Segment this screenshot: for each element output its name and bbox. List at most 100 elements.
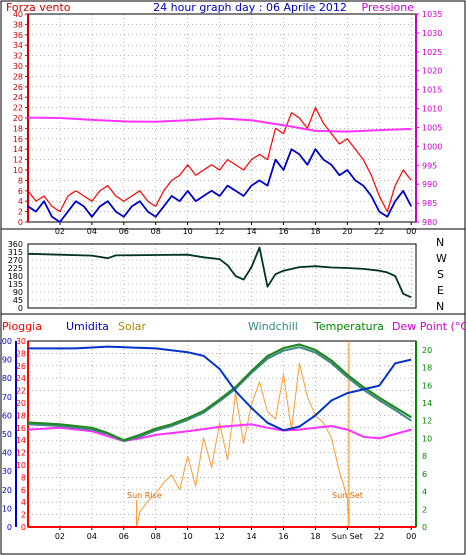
panel3-xtick-label: 12	[215, 532, 225, 541]
humidity-tick-label: 90	[2, 356, 12, 365]
humidity-series-line	[28, 345, 412, 432]
panel3-xtick-label: 00	[406, 532, 416, 541]
panel2-left-tick-label: 180	[8, 272, 23, 281]
panel1-left-tick-label: 2	[18, 208, 23, 217]
rain-tick-label: 12	[16, 449, 26, 458]
panel1-left-tick-label: 32	[13, 52, 23, 61]
panel2-left-tick-label: 135	[8, 280, 23, 289]
solar-label: Solar	[118, 320, 147, 333]
panel1-left-tick-label: 20	[13, 114, 23, 123]
temperature-tick-label: 12	[422, 417, 432, 426]
panel1-left-tick-label: 10	[13, 166, 23, 175]
panel2-frame	[27, 243, 417, 309]
panel1-left-tick-label: 40	[13, 10, 23, 19]
temperature-tick-label: 4	[422, 488, 427, 497]
rain-label: Pioggia	[2, 320, 42, 333]
humidity-tick-label: 10	[2, 504, 12, 513]
panel1-left-tick-label: 34	[13, 41, 23, 50]
panel2-left-tick-label: 225	[8, 264, 23, 273]
temperature-tick-label: 2	[422, 505, 427, 514]
panel2-left-tick-label: 360	[8, 240, 23, 249]
panel1-xtick-label: 10	[183, 227, 193, 236]
panel1-right-tick-label: 980	[422, 218, 437, 227]
panel2-left-tick-label: 45	[13, 296, 23, 305]
wind-direction-series-line	[27, 246, 412, 299]
rain-tick-label: 6	[21, 486, 26, 495]
panel2-left-tick-label: 90	[13, 288, 23, 297]
panel1-left-label: Forza vento	[6, 1, 71, 14]
panel2-left-tick-label: 270	[8, 256, 23, 265]
plot-layer: 0246810121416182022242628303234363840980…	[0, 10, 442, 541]
compass-label-n-bottom: N	[436, 300, 444, 313]
panel3-xtick-label: 18	[310, 532, 320, 541]
panel1-right-tick-label: 995	[422, 161, 437, 170]
panel1-left-tick-label: 36	[13, 31, 23, 40]
humidity-tick-label: 60	[2, 411, 12, 420]
rain-tick-label: 16	[16, 424, 26, 433]
panel1-xtick-label: 14	[246, 227, 256, 236]
humidity-tick-label: 70	[2, 393, 12, 402]
panel1-xtick-label: 12	[215, 227, 225, 236]
temperature-label: Temperatura	[313, 320, 384, 333]
temperature-tick-label: 10	[422, 434, 432, 443]
sunrise-annotation: Sun Rise	[127, 491, 162, 500]
panel3-xtick-label: 06	[119, 532, 129, 541]
humidity-tick-label: 50	[2, 430, 12, 439]
pressure-series-line	[27, 116, 412, 133]
panel1-xtick-label: 22	[374, 227, 384, 236]
rain-tick-label: 30	[16, 337, 26, 346]
compass-label-e: E	[437, 284, 444, 297]
temperature-tick-label: 18	[422, 364, 432, 373]
rain-tick-label: 0	[21, 523, 26, 532]
panel1-right-tick-label: 1025	[422, 48, 442, 57]
panel1-left-tick-label: 26	[13, 83, 23, 92]
panel1-left-tick-label: 4	[18, 197, 23, 206]
panel1-left-tick-label: 16	[13, 135, 23, 144]
temperature-tick-label: 16	[422, 381, 432, 390]
panel1-right-tick-label: 1020	[422, 67, 442, 76]
temperature-tick-label: 8	[422, 452, 427, 461]
temperature-tick-label: 0	[422, 523, 427, 532]
panel1-left-tick-label: 38	[13, 20, 23, 29]
panel1-xtick-label: 06	[119, 227, 129, 236]
panel3-xtick-label: 04	[87, 532, 97, 541]
panel1-right-tick-label: 1005	[422, 123, 442, 132]
panel1-title: 24 hour graph day : 06 Aprile 2012	[153, 1, 347, 14]
panel3-xtick-label: 16	[278, 532, 288, 541]
temperature-tick-label: 20	[422, 346, 432, 355]
humidity-tick-label: 80	[2, 374, 12, 383]
panel1-left-tick-label: 14	[13, 145, 23, 154]
rain-tick-label: 4	[21, 498, 26, 507]
panel1-right-tick-label: 1000	[422, 142, 442, 151]
panel1-right-tick-label: 1030	[422, 29, 442, 38]
panel1-left-tick-label: 0	[18, 218, 23, 227]
sunset-annotation: Sun Set	[332, 491, 363, 500]
compass-label-s: S	[437, 268, 444, 281]
rain-tick-label: 2	[21, 511, 26, 520]
panel1-xtick-label: 08	[151, 227, 161, 236]
temperature-series-line	[27, 343, 412, 442]
windchill-label: Windchill	[248, 320, 298, 333]
rain-tick-label: 28	[16, 349, 26, 358]
panel1-right-label: Pressione	[362, 1, 415, 14]
panel1-left-tick-label: 28	[13, 72, 23, 81]
panel1-right-tick-label: 1035	[422, 10, 442, 19]
humidity-tick-label: 30	[2, 467, 12, 476]
rain-tick-label: 18	[16, 411, 26, 420]
humidity-tick-label: 20	[2, 486, 12, 495]
panel1-left-tick-label: 30	[13, 62, 23, 71]
temperature-tick-label: 6	[422, 470, 427, 479]
panel1-right-tick-label: 990	[422, 180, 437, 189]
panel2-left-tick-label: 315	[8, 248, 23, 257]
humidity-label: Umidita	[66, 320, 109, 333]
panel1-right-tick-label: 1015	[422, 86, 442, 95]
panel1-right-tick-label: 985	[422, 199, 437, 208]
panel2-left-tick-label: 0	[18, 304, 23, 313]
panel3-xtick-label: 14	[246, 532, 256, 541]
panel1-left-tick-label: 6	[18, 187, 23, 196]
rain-tick-label: 22	[16, 387, 26, 396]
rain-tick-label: 10	[16, 461, 26, 470]
panel3-xtick-label: 10	[183, 532, 193, 541]
